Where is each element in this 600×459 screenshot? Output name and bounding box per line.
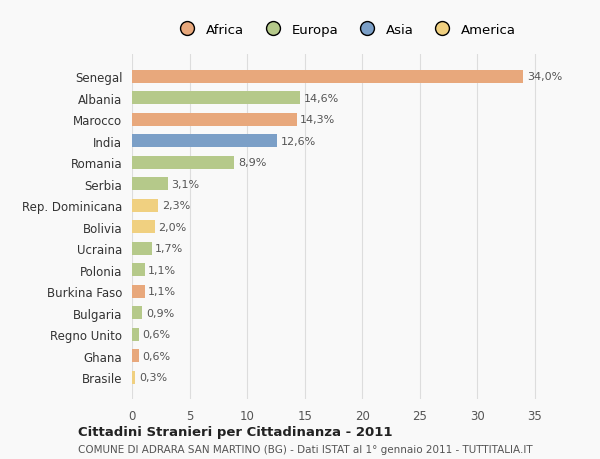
Text: 0,9%: 0,9%: [146, 308, 174, 318]
Bar: [132, 92, 300, 105]
Text: 8,9%: 8,9%: [238, 158, 266, 168]
Text: 1,7%: 1,7%: [155, 244, 183, 254]
Text: Cittadini Stranieri per Cittadinanza - 2011: Cittadini Stranieri per Cittadinanza - 2…: [78, 425, 392, 438]
Text: 14,6%: 14,6%: [304, 94, 339, 104]
Text: 12,6%: 12,6%: [281, 136, 316, 146]
Text: 0,3%: 0,3%: [139, 372, 167, 382]
Text: 1,1%: 1,1%: [148, 265, 176, 275]
Bar: [132, 157, 235, 169]
Text: 1,1%: 1,1%: [148, 286, 176, 297]
Bar: [132, 371, 136, 384]
Text: 3,1%: 3,1%: [171, 179, 199, 189]
Bar: [132, 178, 167, 191]
Bar: [132, 242, 152, 255]
Text: 0,6%: 0,6%: [142, 330, 170, 339]
Bar: [132, 285, 145, 298]
Text: 2,0%: 2,0%: [158, 222, 187, 232]
Bar: [132, 263, 145, 276]
Bar: [132, 199, 158, 212]
Text: 2,3%: 2,3%: [162, 201, 190, 211]
Legend: Africa, Europa, Asia, America: Africa, Europa, Asia, America: [167, 17, 523, 43]
Text: 0,6%: 0,6%: [142, 351, 170, 361]
Text: COMUNE DI ADRARA SAN MARTINO (BG) - Dati ISTAT al 1° gennaio 2011 - TUTTITALIA.I: COMUNE DI ADRARA SAN MARTINO (BG) - Dati…: [78, 444, 533, 454]
Bar: [132, 135, 277, 148]
Bar: [132, 349, 139, 362]
Text: 14,3%: 14,3%: [300, 115, 335, 125]
Bar: [132, 71, 523, 84]
Bar: [132, 307, 142, 319]
Bar: [132, 221, 155, 234]
Bar: [132, 328, 139, 341]
Bar: [132, 113, 296, 127]
Text: 34,0%: 34,0%: [527, 72, 562, 82]
